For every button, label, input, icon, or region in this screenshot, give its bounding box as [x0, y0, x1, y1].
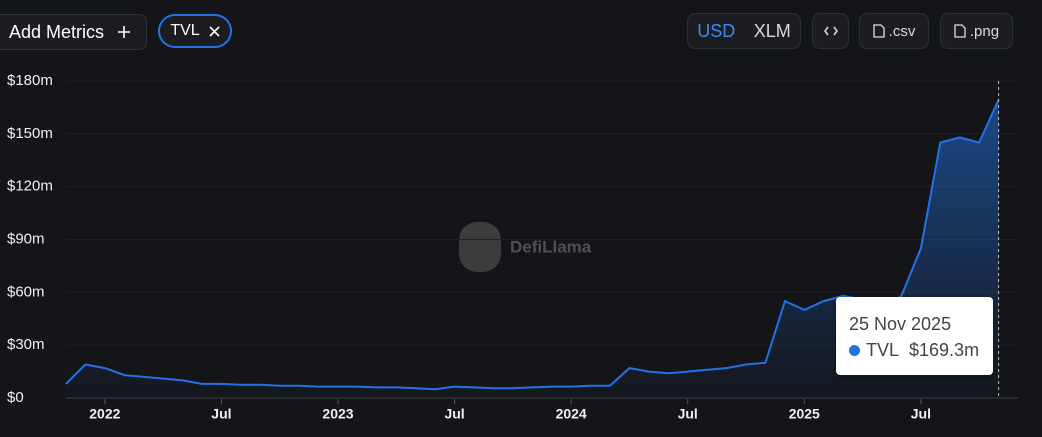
watermark-logo [459, 222, 501, 272]
tooltip-row: TVL $169.3m [849, 340, 979, 361]
line [65, 99, 1000, 391]
y-tick-label: $30m [7, 336, 45, 353]
y-tick-label: $90m [7, 230, 45, 247]
png-label: .png [969, 22, 1000, 40]
x-tick-label: Jul [211, 406, 231, 422]
currency-option[interactable]: XLM [753, 20, 791, 41]
y-tick-label: $120m [7, 178, 53, 195]
x-tick-label: Jul [678, 406, 698, 422]
tooltip-value: $169.3m [909, 340, 980, 360]
add-metrics-button[interactable]: Add Metrics [0, 14, 147, 50]
embed-icon [823, 26, 838, 36]
tooltip-series: TVL [866, 340, 900, 360]
png-button[interactable]: .png [940, 13, 1013, 49]
csv-button[interactable]: .csv [859, 13, 929, 49]
add-metrics-label: Add Metrics [9, 21, 105, 42]
y-tick-label: $180m [7, 72, 53, 89]
y-tick-label: $150m [7, 125, 53, 142]
tooltip-date: 25 Nov 2025 [849, 314, 952, 334]
y-tick-label: $60m [7, 283, 45, 300]
plus-icon [118, 26, 131, 38]
y-tick-label: $0 [7, 389, 24, 406]
tooltip-dot [849, 345, 860, 356]
file-icon [954, 24, 966, 38]
metric-chip-label: TVL [170, 22, 200, 39]
metric-chip[interactable]: TVL [158, 14, 232, 48]
x-tick-label: 2023 [322, 406, 353, 422]
tooltip: 25 Nov 2025 TVL $169.3m [836, 297, 993, 375]
embed-button[interactable] [812, 13, 849, 49]
x-tick-label: Jul [911, 406, 931, 422]
x-tick-label: 2024 [556, 406, 587, 422]
watermark-text: DefiLlama [510, 237, 592, 256]
x-tick-label: 2025 [789, 406, 820, 422]
file-icon [873, 24, 885, 38]
watermark: DefiLlama [459, 222, 592, 272]
x-tick-label: 2022 [89, 406, 120, 422]
close-icon [209, 25, 220, 37]
csv-label: .csv [888, 22, 916, 40]
x-tick-label: Jul [444, 406, 464, 422]
currency-toggle: USD XLM [687, 13, 801, 49]
currency-option[interactable]: USD [697, 20, 736, 41]
